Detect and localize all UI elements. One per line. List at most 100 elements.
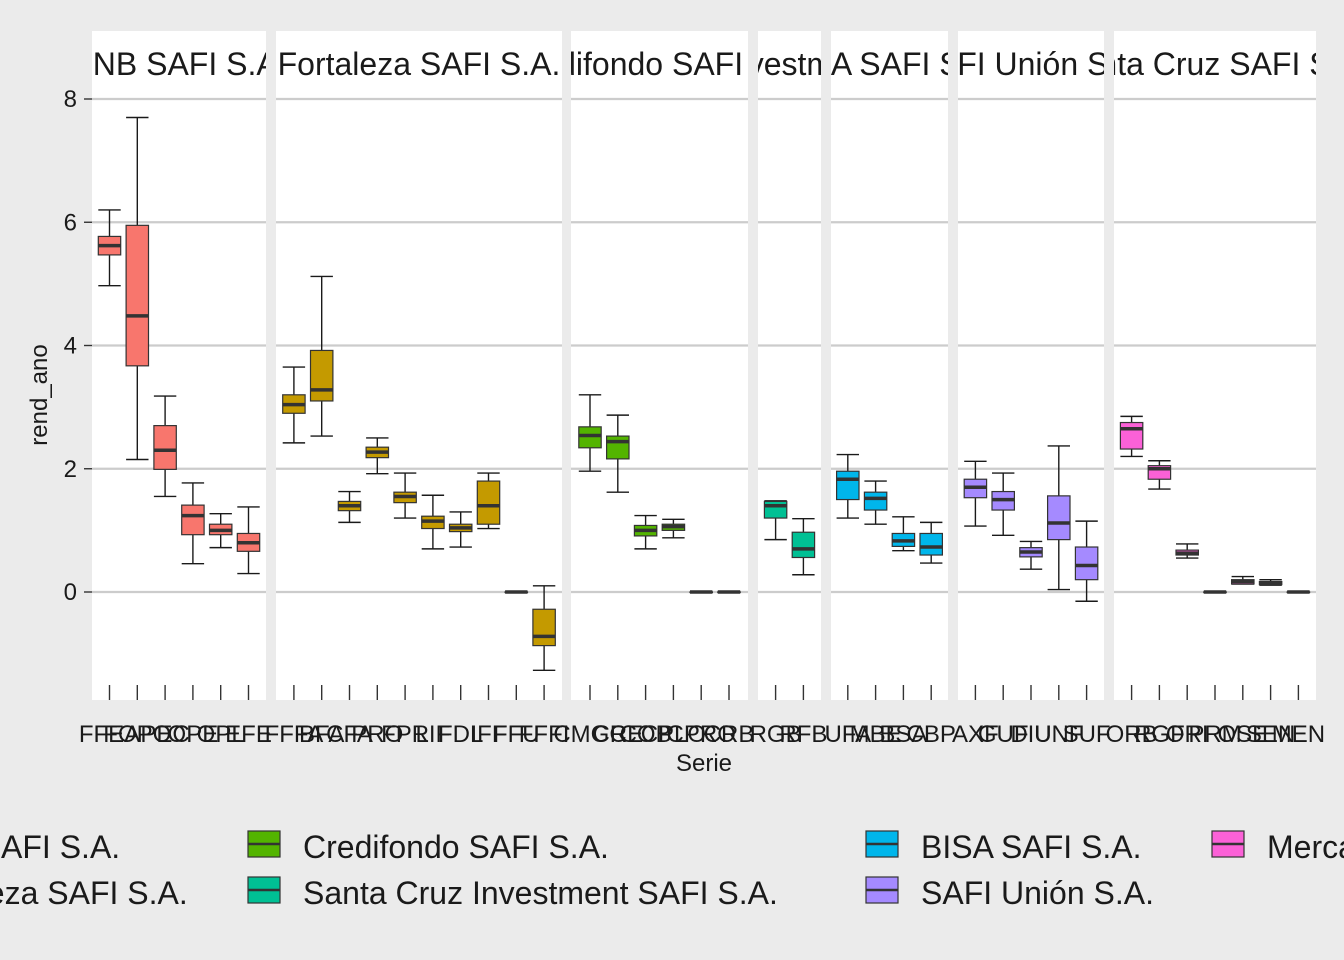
facet-panels: BNB SAFI S.A.FFEAFOPOPECOPEOPLEFEFortale… bbox=[79, 31, 1325, 748]
boxplot-fpr bbox=[393, 472, 417, 519]
x-tick-label: PRM bbox=[1188, 721, 1241, 748]
y-tick-label: 2 bbox=[64, 456, 77, 483]
x-tick-label: UFA bbox=[824, 721, 871, 748]
box bbox=[476, 480, 501, 525]
x-tick-label: CBP bbox=[907, 721, 956, 748]
facet-panel: Santa Cruz SAFI S.A. ORBRGFORIPRMOSESENME… bbox=[1106, 31, 1325, 748]
boxplot-efe bbox=[236, 506, 261, 575]
boxplot-suf bbox=[1074, 520, 1099, 602]
x-tick-label: BSA bbox=[879, 721, 927, 748]
x-tick-label: CPRO bbox=[667, 721, 736, 748]
facet-strip bbox=[831, 31, 948, 98]
x-tick-label: PEC bbox=[140, 721, 189, 748]
boxplot-pec bbox=[153, 395, 177, 498]
box bbox=[181, 504, 205, 536]
boxplot-orb bbox=[1119, 415, 1144, 458]
box bbox=[1119, 421, 1144, 450]
facet-background bbox=[758, 98, 821, 700]
x-tick-label: OPL bbox=[197, 721, 245, 748]
legend-item: SAFI Unión S.A. bbox=[865, 875, 1154, 911]
boxplot-diu bbox=[1019, 540, 1043, 570]
facet-background bbox=[92, 98, 266, 700]
boxplot-rgf bbox=[1147, 460, 1172, 490]
x-tick-label: BFA bbox=[299, 721, 344, 748]
legend-label: Fortaleza SAFI S.A. bbox=[0, 875, 188, 911]
boxplot-fopo bbox=[125, 116, 150, 461]
boxplot-ope bbox=[181, 482, 205, 565]
x-tick-label: SEN bbox=[1246, 721, 1295, 748]
x-tick-label: MEN bbox=[1272, 721, 1325, 748]
y-tick-label: 0 bbox=[64, 579, 77, 606]
x-tick-label: UNF bbox=[1034, 721, 1083, 748]
facet-panel: Fortaleza SAFI S.A. FFFABFACFAPROFPRLIFFD… bbox=[265, 31, 569, 748]
legend-label: Santa Cruz Investment SAFI S.A. bbox=[303, 875, 778, 911]
x-tick-label: CFA bbox=[326, 721, 373, 748]
legend-item: BNB SAFI S.A. bbox=[0, 829, 120, 865]
legend-label: BISA SAFI S.A. bbox=[921, 829, 1142, 865]
boxplot-cmgc bbox=[578, 394, 602, 472]
y-axis-title: rend_ano bbox=[26, 344, 53, 445]
legend-label: BNB SAFI S.A. bbox=[0, 829, 120, 865]
y-tick-label: 4 bbox=[64, 333, 77, 360]
y-axis: 0 2 4 6 8 bbox=[64, 86, 92, 606]
boxplot-cob bbox=[633, 514, 658, 550]
boxplot-rfb bbox=[791, 517, 816, 576]
box bbox=[919, 532, 943, 556]
boxplot-prm bbox=[1203, 590, 1227, 594]
x-tick-label: MBE bbox=[850, 721, 902, 748]
boxplot-fdl bbox=[448, 511, 473, 548]
boxplot-cplo bbox=[661, 518, 686, 539]
x-tick-label: PRO bbox=[351, 721, 403, 748]
x-tick-label: CRE bbox=[592, 721, 643, 748]
x-tick-label: RGB bbox=[750, 721, 802, 748]
x-tick-label: RFB bbox=[779, 721, 827, 748]
boxplot-ffu bbox=[504, 590, 529, 594]
boxplot-ose bbox=[1230, 575, 1255, 585]
box bbox=[309, 349, 334, 402]
boxplot-fffa bbox=[282, 366, 306, 444]
box bbox=[578, 426, 602, 449]
boxplot-ufa bbox=[835, 453, 860, 519]
box bbox=[605, 435, 630, 460]
x-tick-label: IFF bbox=[471, 721, 507, 748]
box bbox=[532, 608, 556, 647]
x-tick-label: CMGC bbox=[553, 721, 626, 748]
boxplot-cpro bbox=[689, 590, 713, 594]
x-tick-label: OPE bbox=[168, 721, 219, 748]
boxplot-axf bbox=[963, 460, 988, 527]
legend-item: Fortaleza SAFI S.A. bbox=[0, 875, 188, 911]
facet-strip-title: Fortaleza SAFI S.A. bbox=[278, 46, 561, 82]
legend-label: Credifondo SAFI S.A. bbox=[303, 829, 609, 865]
x-tick-label: FPR bbox=[381, 721, 429, 748]
facet-background bbox=[571, 98, 748, 700]
box bbox=[863, 491, 888, 511]
box bbox=[125, 224, 150, 367]
legend-label: SAFI Unión S.A. bbox=[921, 875, 1154, 911]
y-tick-label: 8 bbox=[64, 86, 77, 113]
legend: BNB SAFI S.A. Fortaleza SAFI S.A. Credifon… bbox=[0, 829, 1344, 911]
x-tick-label: ORB bbox=[1106, 721, 1158, 748]
facet-background bbox=[958, 98, 1104, 700]
boxplot-lif bbox=[421, 494, 445, 550]
facet-strip bbox=[958, 31, 1104, 98]
box bbox=[1046, 495, 1071, 541]
x-tick-label: FOPO bbox=[103, 721, 171, 748]
x-tick-label: FFEA bbox=[79, 721, 140, 748]
box bbox=[835, 470, 860, 501]
legend-item: Santa Cruz Investment SAFI S.A. bbox=[247, 875, 778, 911]
facet-strip bbox=[758, 31, 821, 98]
boxplot-cbp bbox=[919, 521, 943, 564]
boxplot-pro bbox=[365, 437, 390, 475]
facet-panel: Credifondo SAFI S.A. CMGCCRECOBCPLOCPROCR… bbox=[553, 31, 754, 748]
facet-background bbox=[1114, 98, 1316, 700]
x-tick-label: EFE bbox=[225, 721, 272, 748]
boxplot-cfa bbox=[337, 490, 362, 524]
x-tick-label: FFFA bbox=[265, 721, 324, 748]
x-tick-label: SUF bbox=[1063, 721, 1111, 748]
boxplot-iff bbox=[476, 472, 501, 530]
x-tick-label: CPLO bbox=[641, 721, 706, 748]
